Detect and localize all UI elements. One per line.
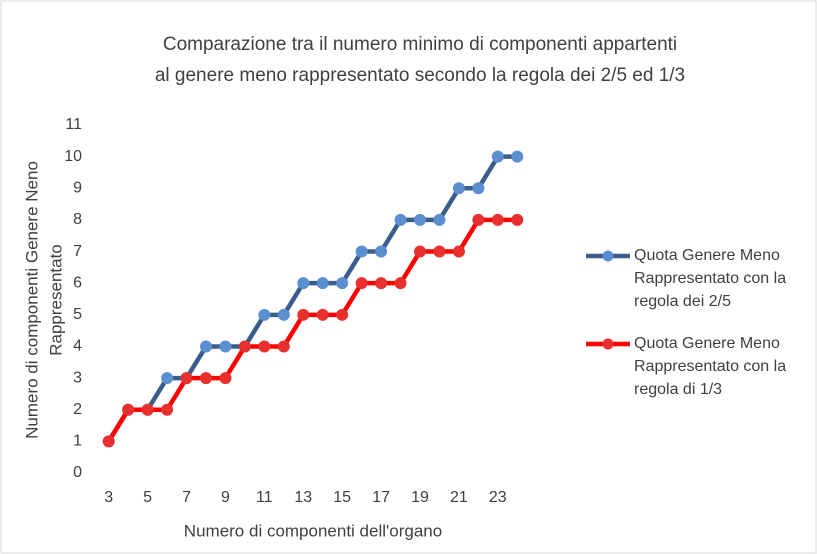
data-point [161, 403, 174, 416]
data-point [277, 308, 290, 321]
data-point [316, 308, 329, 321]
x-tick-label: 13 [294, 489, 312, 506]
x-tick-label: 11 [256, 489, 273, 506]
chart-title: Comparazione tra il numero minimo di com… [163, 34, 677, 55]
legend-label: Quota Genere Meno Rappresentato con la r… [634, 247, 787, 310]
data-point [433, 245, 446, 258]
y-tick-label: 8 [73, 211, 82, 228]
y-tick-label: 6 [73, 274, 82, 291]
data-point [219, 372, 232, 385]
x-tick-label: 17 [372, 489, 390, 506]
data-point [355, 277, 368, 290]
chart-title: al genere meno rappresentato secondo la … [155, 65, 685, 86]
y-tick-label: 10 [64, 148, 82, 165]
y-tick-label: 5 [73, 306, 82, 323]
legend-label: Quota Genere Meno Rappresentato con la r… [634, 335, 787, 398]
data-point [180, 372, 193, 385]
data-point [433, 213, 446, 226]
x-tick-label: 15 [333, 489, 351, 506]
y-axis-label: Numero di componenti Genere Neno [22, 161, 41, 439]
y-tick-label: 7 [73, 243, 82, 260]
data-point [394, 213, 407, 226]
series-line [106, 217, 518, 443]
data-point [414, 245, 426, 258]
y-tick-label: 11 [65, 116, 82, 133]
x-tick-label: 5 [143, 489, 152, 506]
data-point [414, 213, 426, 226]
x-tick-label: 23 [489, 489, 507, 506]
data-point [336, 277, 349, 290]
data-point [122, 403, 135, 416]
y-tick-label: 3 [73, 369, 82, 386]
data-point [491, 150, 504, 163]
data-point [394, 277, 407, 290]
x-tick-label: 19 [411, 489, 429, 506]
y-tick-label: 9 [73, 179, 82, 196]
data-point [200, 372, 212, 385]
y-tick-label: 2 [73, 401, 82, 418]
data-point [297, 277, 310, 290]
data-point [511, 213, 524, 226]
data-point [141, 403, 154, 416]
data-point [452, 182, 465, 195]
data-point [355, 245, 368, 258]
x-tick-label: 21 [450, 489, 468, 506]
y-tick-label: 4 [73, 338, 82, 355]
series-line [106, 154, 518, 443]
data-point [219, 340, 232, 353]
data-point [472, 213, 485, 226]
data-point [316, 277, 329, 290]
legend-marker [602, 338, 614, 350]
y-axis-label: Rappresentato [46, 244, 65, 356]
data-point [238, 340, 251, 353]
data-point [258, 308, 271, 321]
x-tick-label: 7 [182, 489, 191, 506]
data-point [277, 340, 290, 353]
data-point [472, 182, 485, 195]
legend-marker [602, 250, 614, 262]
data-point [491, 213, 504, 226]
data-point [258, 340, 271, 353]
y-tick-label: 0 [73, 464, 82, 481]
x-tick-label: 3 [104, 489, 113, 506]
data-point [102, 435, 115, 448]
x-tick-label: 9 [221, 489, 230, 506]
y-tick-label: 1 [73, 433, 82, 450]
data-point [161, 372, 174, 385]
data-point [336, 308, 349, 321]
data-point [375, 277, 388, 290]
data-point [511, 150, 524, 163]
data-point [200, 340, 212, 353]
data-point [297, 308, 310, 321]
data-point [375, 245, 388, 258]
data-point [452, 245, 465, 258]
x-axis-label: Numero di componenti dell'organo [184, 521, 442, 540]
